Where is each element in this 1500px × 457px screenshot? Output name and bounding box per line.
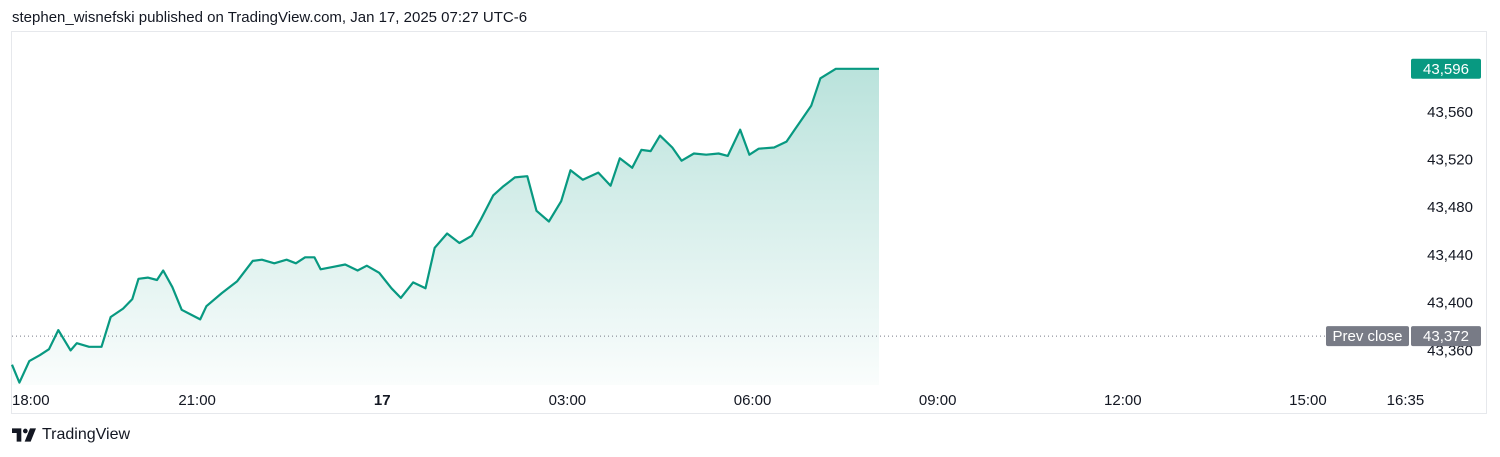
y-tick-label: 43,400: [1427, 295, 1473, 312]
x-tick-label: 16:35: [1387, 392, 1425, 409]
chart-frame: [11, 31, 1487, 414]
price-area-fill: [12, 68, 879, 386]
x-tick-label: 12:00: [1104, 392, 1142, 409]
x-tick-label: 03:00: [549, 392, 587, 409]
x-tick-label: 17: [374, 392, 391, 409]
prev-close-badge: [1326, 326, 1409, 347]
brand-name: TradingView: [42, 426, 131, 443]
y-tick-label: 43,560: [1427, 104, 1473, 121]
prev-close-text: Prev close: [1332, 328, 1402, 345]
y-tick-label: 43,360: [1427, 342, 1473, 359]
x-tick-label: 06:00: [734, 392, 772, 409]
price-line: [10, 67, 879, 384]
prev-close-value: 43,372: [1423, 328, 1469, 345]
x-tick-label: 18:00: [12, 392, 50, 409]
tradingview-logo-icon: [12, 428, 36, 442]
x-tick-label: 21:00: [178, 392, 216, 409]
x-tick-label: 15:00: [1289, 392, 1327, 409]
prev-close-value-badge: [1411, 326, 1481, 347]
brand-footer[interactable]: TradingView: [12, 426, 130, 444]
x-tick-label: 09:00: [919, 392, 957, 409]
last-price-badge: [1411, 58, 1481, 79]
y-tick-label: 43,520: [1427, 151, 1473, 168]
y-tick-label: 43,440: [1427, 247, 1473, 264]
y-tick-label: 43,480: [1427, 199, 1473, 216]
last-price-label: 43,596: [1423, 61, 1469, 78]
publication-attribution: stephen_wisnefski published on TradingVi…: [12, 9, 528, 26]
